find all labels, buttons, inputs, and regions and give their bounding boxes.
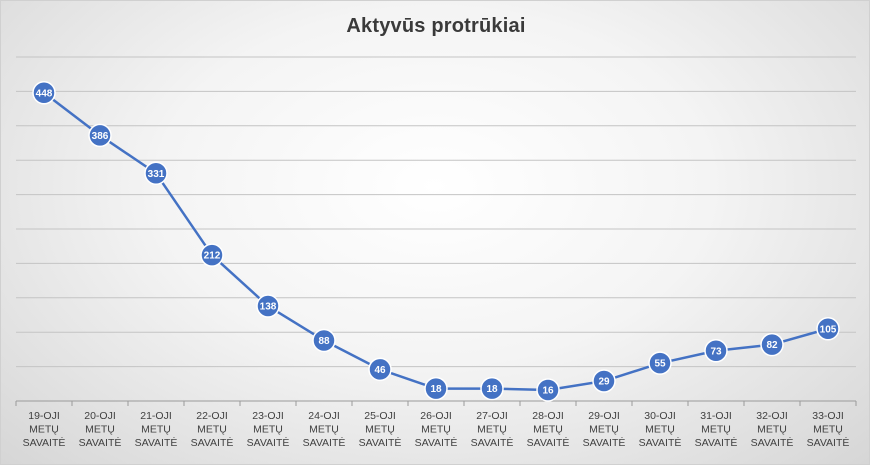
data-point	[256, 294, 280, 318]
x-tick-label: 23-OJI METŲ SAVAITĖ	[247, 410, 290, 449]
data-point	[424, 376, 448, 401]
x-tick-label: 33-OJI METŲ SAVAITĖ	[807, 410, 850, 449]
x-tick-label: 32-OJI METŲ SAVAITĖ	[751, 410, 794, 449]
data-point	[480, 376, 504, 401]
data-label: 448	[36, 88, 53, 99]
data-label: 386	[92, 131, 109, 142]
data-point	[368, 357, 392, 382]
x-tick-label: 21-OJI METŲ SAVAITĖ	[135, 410, 178, 449]
data-label: 73	[710, 346, 722, 357]
x-tick-label: 26-OJI METŲ SAVAITĖ	[415, 410, 458, 449]
data-label: 212	[204, 251, 221, 262]
data-point	[592, 369, 616, 393]
data-point	[312, 328, 336, 353]
data-label: 18	[486, 384, 498, 395]
data-point	[648, 351, 672, 375]
data-label: 55	[654, 359, 666, 370]
data-label: 46	[374, 365, 386, 376]
data-label: 331	[148, 169, 165, 180]
x-tick-label: 31-OJI METŲ SAVAITĖ	[695, 410, 738, 449]
x-tick-label: 27-OJI METŲ SAVAITĖ	[471, 410, 514, 449]
data-label: 18	[430, 384, 442, 395]
data-label: 88	[318, 336, 330, 347]
x-tick-label: 29-OJI METŲ SAVAITĖ	[583, 410, 626, 449]
x-tick-label: 19-OJI METŲ SAVAITĖ	[23, 410, 66, 449]
x-tick-label: 20-OJI METŲ SAVAITĖ	[79, 410, 122, 449]
x-tick-label: 22-OJI METŲ SAVAITĖ	[191, 410, 234, 449]
data-label: 138	[260, 302, 277, 313]
data-point	[32, 81, 56, 105]
x-tick-label: 28-OJI METŲ SAVAITĖ	[527, 410, 570, 449]
data-label: 16	[542, 385, 554, 396]
data-point	[536, 378, 560, 402]
data-label: 29	[598, 377, 610, 388]
data-point	[88, 123, 112, 148]
data-point	[144, 161, 168, 186]
data-label: 82	[766, 340, 778, 351]
x-tick-label: 25-OJI METŲ SAVAITĖ	[359, 410, 402, 449]
data-point	[704, 339, 728, 363]
data-point	[200, 243, 224, 267]
data-point	[816, 317, 840, 341]
x-tick-label: 24-OJI METŲ SAVAITĖ	[303, 410, 346, 449]
data-point	[760, 332, 784, 357]
data-label: 105	[820, 324, 837, 335]
x-tick-label: 30-OJI METŲ SAVAITĖ	[639, 410, 682, 449]
chart-title: Aktyvūs protrūkiai	[346, 15, 526, 37]
